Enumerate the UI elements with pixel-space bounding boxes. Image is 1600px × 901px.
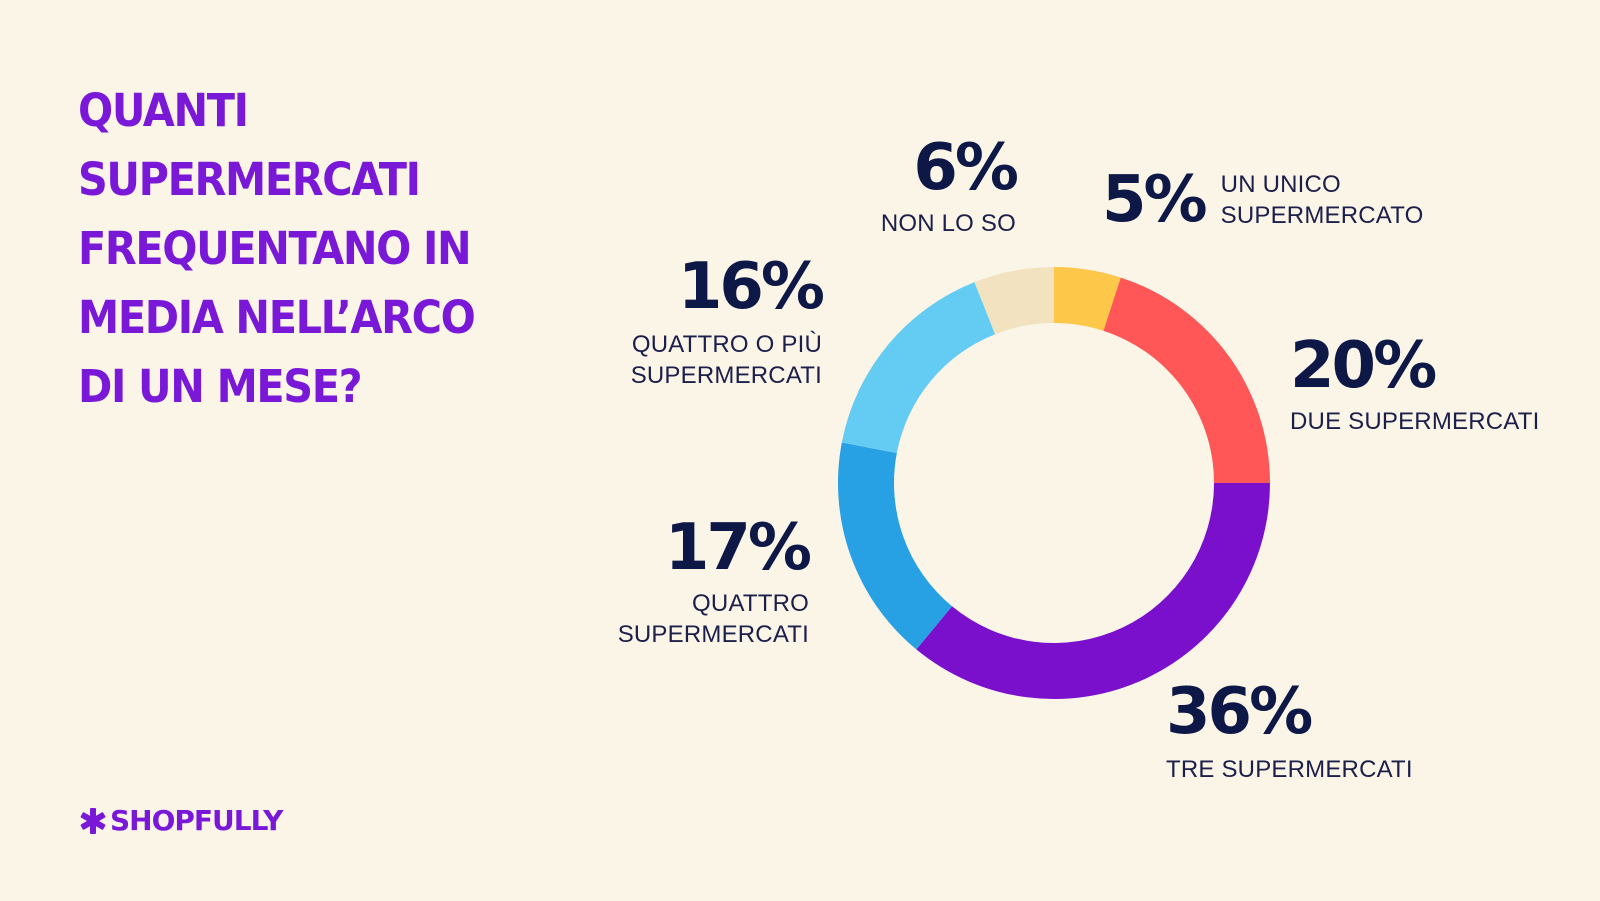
donut-slice-non-lo-so [974,267,1054,335]
slice-label-non-lo-so: 6% NON LO SO [880,131,1019,239]
shopfully-logo: SHOPFULLY [78,804,283,837]
slice-label-due: 20% DUE SUPERMERCATI [1290,334,1539,437]
donut-slice-due-supermercati [1103,277,1270,483]
title-line: QUANTI [78,84,249,137]
donut-slice-tre-supermercati [916,483,1270,700]
title-line: SUPERMERCATI [78,153,421,206]
slice-name: QUATTRO SUPERMERCATI [617,590,809,648]
slice-value: 17% [664,511,812,585]
slice-name: DUE SUPERMERCATI [1290,408,1540,435]
title-line: FREQUENTANO IN [78,222,472,275]
slice-value: 20% [1290,329,1437,403]
slice-name: UN UNICO SUPERMERCATO [1220,171,1424,229]
asterisk-icon [80,807,106,834]
slice-name: NON LO SO [880,210,1016,237]
slice-label-quattro-o-piu: 16% QUATTRO O PIÙ SUPERMERCATI [630,250,825,391]
title-line: MEDIA NELL’ARCO [78,291,476,344]
slice-value: 5% [1102,163,1208,237]
slice-label-tre: 36% TRE SUPERMERCATI [1166,680,1413,785]
page-title: QUANTI SUPERMERCATI FREQUENTANO IN MEDIA… [78,76,510,421]
donut-slice-quattro-o-pi-supermercati [841,282,996,454]
brand-name: SHOPFULLY [110,804,283,837]
slice-name: QUATTRO O PIÙ SUPERMERCATI [630,331,822,389]
donut-slice-un-unico-supermercato [1054,267,1121,331]
donut-slice-quattro-supermercati [837,442,953,650]
slice-value: 36% [1166,675,1313,749]
slice-name: TRE SUPERMERCATI [1166,756,1413,783]
slice-label-quattro: 17% QUATTRO SUPERMERCATI [617,511,812,650]
slice-value: 16% [677,250,825,324]
title-line: DI UN MESE? [78,360,363,413]
slice-label-un-unico: 5% UN UNICO SUPERMERCATO [1102,168,1424,232]
slice-value: 6% [913,131,1019,205]
